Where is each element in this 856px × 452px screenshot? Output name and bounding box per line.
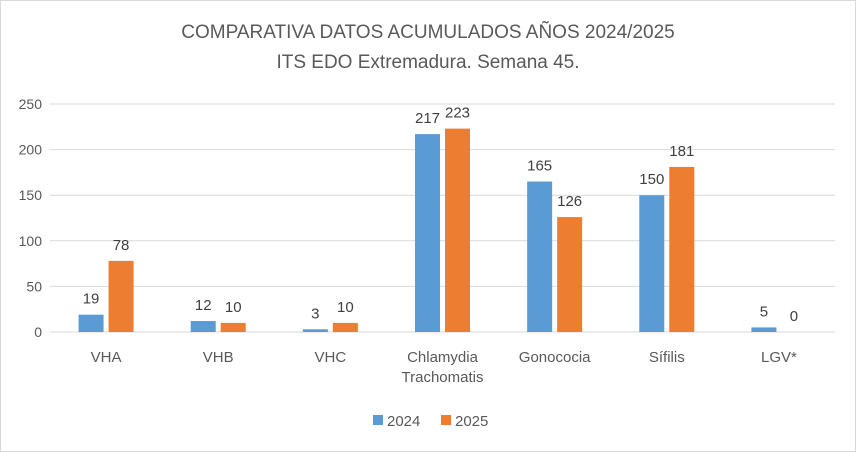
chart-title: COMPARATIVA DATOS ACUMULADOS AÑOS 2024/2… bbox=[181, 22, 675, 43]
data-label: 126 bbox=[557, 193, 582, 210]
legend-label-2025: 2025 bbox=[455, 413, 488, 430]
x-tick-label: LGV* bbox=[761, 349, 797, 366]
x-tick-label: Gonococia bbox=[519, 349, 591, 366]
data-label: 0 bbox=[790, 308, 798, 325]
data-label: 223 bbox=[445, 105, 470, 122]
bar-2024-6 bbox=[751, 327, 777, 332]
bar-2024-4 bbox=[527, 181, 553, 332]
data-label: 165 bbox=[527, 158, 552, 175]
data-label: 150 bbox=[639, 171, 664, 188]
y-tick-label: 0 bbox=[34, 324, 42, 340]
bar-2025-3 bbox=[445, 128, 470, 332]
data-label: 10 bbox=[337, 299, 354, 316]
x-tick-label: VHB bbox=[203, 349, 234, 366]
data-label: 3 bbox=[311, 305, 319, 322]
bar-2025-1 bbox=[220, 322, 246, 332]
y-tick-label: 100 bbox=[19, 233, 43, 249]
bar-2024-0 bbox=[78, 314, 104, 332]
data-label: 5 bbox=[760, 303, 768, 320]
y-tick-label: 150 bbox=[19, 187, 43, 203]
x-tick-label: VHC bbox=[315, 349, 347, 366]
data-label: 217 bbox=[415, 110, 440, 127]
x-tick-label: Sífilis bbox=[649, 349, 685, 366]
bar-2024-3 bbox=[415, 134, 440, 332]
bar-2025-2 bbox=[332, 322, 358, 332]
legend-swatch-2024 bbox=[373, 415, 383, 425]
y-tick-label: 200 bbox=[19, 142, 43, 158]
bar-2025-5 bbox=[669, 166, 695, 332]
x-tick-label: VHA bbox=[91, 349, 122, 366]
bar-2025-0 bbox=[108, 260, 134, 332]
y-tick-label: 250 bbox=[19, 96, 43, 112]
x-tick-label: Chlamydia bbox=[407, 349, 479, 366]
bar-2025-4 bbox=[557, 217, 583, 332]
data-label: 19 bbox=[83, 291, 100, 308]
bar-2024-5 bbox=[639, 195, 665, 332]
data-label: 181 bbox=[669, 143, 694, 160]
legend-swatch-2025 bbox=[441, 415, 451, 425]
data-label: 12 bbox=[195, 297, 212, 314]
x-tick-label: Trachomatis bbox=[402, 369, 484, 386]
bar-2024-2 bbox=[302, 329, 328, 332]
data-label: 10 bbox=[225, 299, 242, 316]
data-label: 78 bbox=[113, 237, 130, 254]
legend-label-2024: 2024 bbox=[387, 413, 420, 430]
bar-2024-1 bbox=[190, 321, 216, 332]
chart-subtitle: ITS EDO Extremadura. Semana 45. bbox=[276, 52, 580, 73]
y-tick-label: 50 bbox=[26, 278, 42, 294]
